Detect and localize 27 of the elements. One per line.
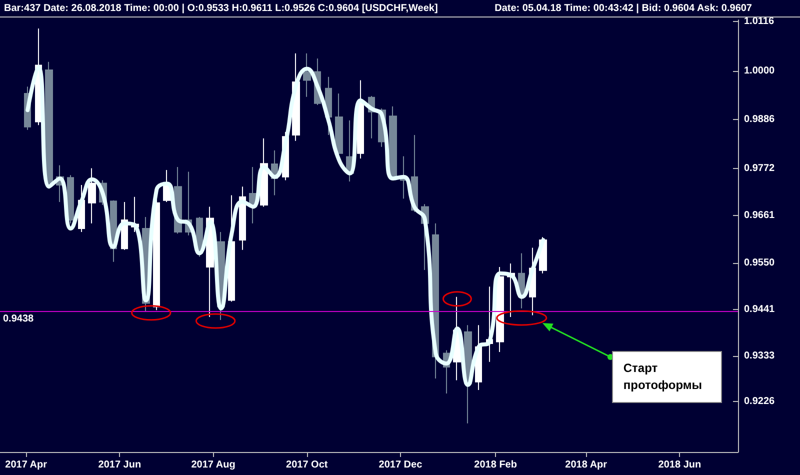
text: Bar:437 Date: 26.08.2018 Time: 00:00 | O:0.9533 H:0.9611 L:0.9526 C:0.9604 [USDCHF,Week] xyxy=(4,3,438,14)
ref-line-label: 0.9438 xyxy=(3,313,34,324)
x-tick-label: 2017 Apr xyxy=(5,460,48,470)
x-tick-label: 2017 Aug xyxy=(191,460,236,470)
y-tick-label: 0.9661 xyxy=(744,210,776,222)
y-tick-label: 1.0000 xyxy=(744,65,776,76)
y-tick-label: 0.9886 xyxy=(744,114,776,126)
candlestick xyxy=(357,80,364,159)
y-tick-label: 0.9333 xyxy=(744,350,776,362)
x-tick-label: 2017 Jun xyxy=(98,460,142,470)
y-tick-label: 0.9772 xyxy=(744,162,776,174)
x-tick-label: 2018 Apr xyxy=(565,460,608,470)
candlestick xyxy=(303,52,311,98)
x-tick-label: 2018 Jun xyxy=(658,460,702,470)
y-tick-label: 1.0116 xyxy=(744,16,774,27)
y-tick-label: 0.9441 xyxy=(744,304,776,316)
candlestick xyxy=(88,168,96,224)
y-tick-label: 0.9226 xyxy=(744,396,776,408)
candlestick xyxy=(335,92,343,156)
x-tick-label: 2017 Oct xyxy=(286,460,328,470)
text: Date: 05.04.18 Time: 00:43:42 | Bid: 0.9604 Ask: 0.9607 xyxy=(494,3,752,14)
y-tick-label: 0.9550 xyxy=(744,258,776,269)
x-tick-label: 2017 Dec xyxy=(378,460,423,470)
annotation: Старт протоформы xyxy=(612,350,722,403)
x-tick-label: 2018 Feb xyxy=(474,460,517,470)
candlestick xyxy=(45,61,53,186)
candlestick xyxy=(67,174,74,224)
